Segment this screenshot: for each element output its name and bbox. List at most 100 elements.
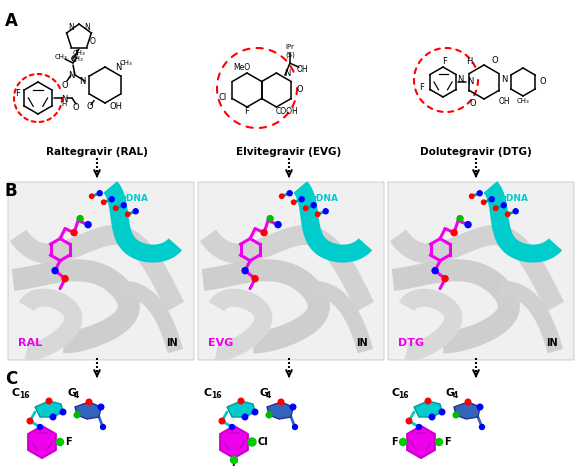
- Text: CH₃: CH₃: [71, 56, 83, 62]
- Text: vDNA: vDNA: [310, 194, 339, 203]
- Circle shape: [252, 409, 258, 415]
- Text: N: N: [68, 70, 74, 79]
- Circle shape: [85, 222, 91, 228]
- Text: O: O: [62, 80, 68, 89]
- Circle shape: [406, 418, 412, 424]
- Circle shape: [482, 200, 486, 204]
- Text: F: F: [442, 57, 448, 67]
- Circle shape: [442, 276, 448, 282]
- Polygon shape: [119, 281, 183, 353]
- Text: DTG: DTG: [398, 338, 424, 348]
- Text: COOH: COOH: [276, 107, 298, 116]
- Text: F: F: [244, 107, 250, 116]
- Text: 4: 4: [453, 391, 458, 400]
- Circle shape: [429, 414, 435, 420]
- Circle shape: [292, 425, 298, 429]
- Text: 16: 16: [398, 391, 409, 400]
- FancyBboxPatch shape: [388, 182, 574, 360]
- Polygon shape: [209, 289, 272, 361]
- Text: O: O: [73, 103, 79, 112]
- Text: OH: OH: [109, 102, 123, 111]
- Circle shape: [38, 425, 42, 429]
- Polygon shape: [390, 225, 564, 312]
- Polygon shape: [12, 259, 140, 353]
- Circle shape: [113, 206, 118, 210]
- Text: vDNA: vDNA: [500, 194, 529, 203]
- Circle shape: [489, 197, 494, 202]
- Circle shape: [97, 191, 102, 196]
- Text: F: F: [65, 437, 72, 447]
- Text: CH₃: CH₃: [72, 50, 85, 56]
- Polygon shape: [499, 281, 563, 353]
- Polygon shape: [104, 181, 182, 263]
- Circle shape: [248, 438, 256, 446]
- Text: F: F: [444, 437, 450, 447]
- Text: iPr: iPr: [285, 44, 294, 50]
- Polygon shape: [75, 402, 101, 419]
- Text: G: G: [259, 388, 268, 398]
- Text: O: O: [87, 102, 93, 111]
- Circle shape: [230, 456, 237, 464]
- Text: OH: OH: [297, 65, 309, 74]
- Circle shape: [457, 216, 463, 222]
- Circle shape: [425, 398, 431, 404]
- Circle shape: [470, 194, 474, 199]
- Polygon shape: [294, 181, 372, 263]
- Polygon shape: [454, 402, 480, 419]
- Polygon shape: [483, 181, 562, 263]
- Circle shape: [71, 229, 77, 236]
- Text: OH: OH: [498, 96, 510, 105]
- Circle shape: [303, 206, 308, 210]
- Circle shape: [400, 438, 406, 446]
- Text: Raltegravir (RAL): Raltegravir (RAL): [46, 147, 148, 157]
- Circle shape: [252, 276, 258, 282]
- Circle shape: [57, 438, 64, 446]
- Circle shape: [493, 206, 498, 210]
- Polygon shape: [414, 401, 442, 417]
- Circle shape: [266, 412, 272, 418]
- Text: N: N: [68, 22, 74, 31]
- Text: Cl: Cl: [258, 437, 269, 447]
- Text: vDNA: vDNA: [120, 194, 148, 203]
- Circle shape: [98, 404, 104, 410]
- Circle shape: [280, 194, 284, 199]
- Circle shape: [242, 267, 248, 274]
- Circle shape: [74, 412, 80, 418]
- Polygon shape: [10, 225, 184, 312]
- Circle shape: [261, 229, 267, 236]
- Circle shape: [229, 425, 234, 429]
- Circle shape: [451, 229, 457, 236]
- Text: Dolutegravir (DTG): Dolutegravir (DTG): [420, 147, 532, 157]
- Polygon shape: [220, 426, 248, 458]
- Circle shape: [133, 209, 138, 214]
- Circle shape: [477, 191, 482, 196]
- Text: F: F: [16, 88, 20, 97]
- Text: O: O: [469, 99, 476, 108]
- Circle shape: [60, 409, 66, 415]
- Text: RAL: RAL: [18, 338, 42, 348]
- Circle shape: [291, 200, 296, 204]
- Text: CH₃: CH₃: [120, 60, 133, 67]
- Text: 16: 16: [211, 391, 222, 400]
- Circle shape: [432, 267, 438, 274]
- Circle shape: [101, 200, 106, 204]
- Polygon shape: [19, 289, 82, 361]
- Text: G: G: [446, 388, 455, 398]
- Text: C: C: [391, 388, 399, 398]
- Circle shape: [465, 222, 471, 228]
- Text: C: C: [204, 388, 212, 398]
- Circle shape: [62, 276, 68, 282]
- Text: 4: 4: [266, 391, 271, 400]
- Circle shape: [278, 399, 284, 405]
- Text: O: O: [540, 77, 547, 86]
- Polygon shape: [392, 259, 520, 353]
- Text: O: O: [90, 37, 96, 46]
- Circle shape: [479, 425, 485, 429]
- Text: 4: 4: [74, 391, 79, 400]
- Text: A: A: [5, 12, 18, 30]
- Circle shape: [416, 425, 422, 429]
- Polygon shape: [227, 401, 255, 417]
- Text: 16: 16: [19, 391, 30, 400]
- Text: Elvitegravir (EVG): Elvitegravir (EVG): [236, 147, 342, 157]
- Text: H: H: [466, 57, 472, 66]
